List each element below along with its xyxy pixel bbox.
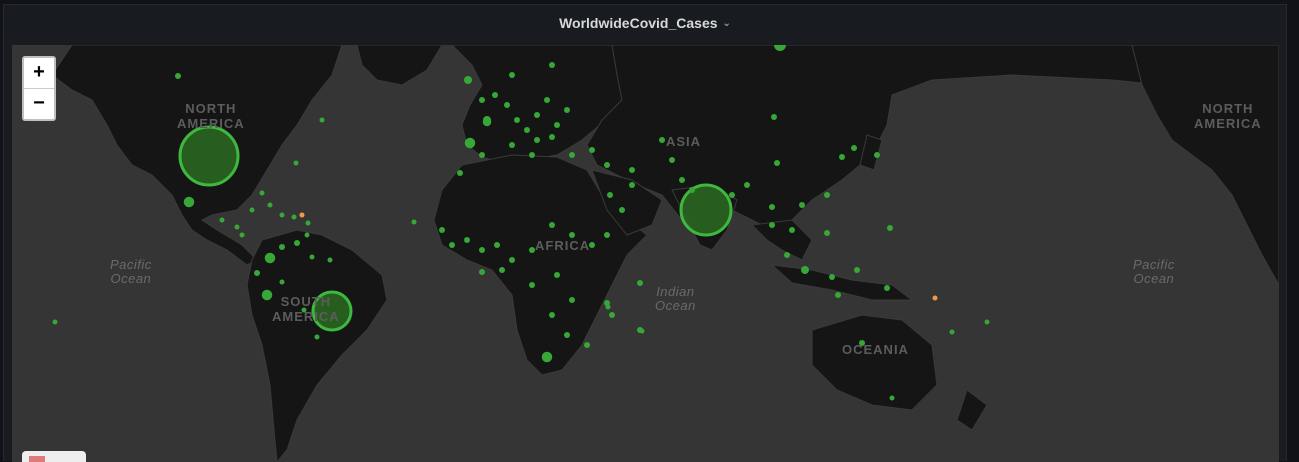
legend-swatch [29,456,45,462]
world-map-canvas [51,45,1279,462]
land-indonesia [770,264,914,301]
label-indian-ocean: Indian Ocean [655,284,696,313]
land-australia [811,314,938,411]
label-pacific-left: Pacific Ocean [110,257,152,286]
zoom-in-button[interactable]: + [24,58,54,88]
marker-brazil [311,290,353,332]
markers-small [52,45,990,401]
panel-title: WorldwideCovid_Cases [559,15,718,31]
label-africa: AFRICA [535,238,591,253]
chevron-down-icon: ⌄ [722,17,731,29]
land-new-zealand [956,389,988,431]
world-map[interactable]: NORTH AMERICA NORTH AMERICA SOUTH AMERICA A… [12,45,1279,462]
map-panel: WorldwideCovid_Cases ⌄ [3,4,1287,462]
label-south-america: SOUTH AMERICA [272,294,340,324]
label-north-america-right: NORTH AMERICA [1194,101,1262,131]
land-japan [859,134,883,171]
markers-ring [183,117,553,363]
land-north-america-wrap [1131,45,1279,287]
panel-title-menu[interactable]: WorldwideCovid_Cases ⌄ [559,15,731,31]
land-southeast-asia [750,219,813,261]
label-pacific-right: Pacific Ocean [1133,257,1175,286]
land-greenland [356,45,443,86]
panel-header: WorldwideCovid_Cases ⌄ [4,5,1286,41]
land-africa [433,154,648,376]
legend-toggle[interactable] [22,451,86,462]
markers-alert [299,212,938,301]
marker-india [679,183,733,237]
marker-usa [178,125,240,187]
land-arabia [591,169,663,236]
zoom-control: + − [22,56,56,121]
label-north-america-left: NORTH AMERICA [177,101,245,131]
markers-large [178,125,733,332]
label-oceania: OCEANIA [842,342,909,357]
zoom-out-button[interactable]: − [24,88,54,119]
land-south-america [246,229,388,462]
label-asia: ASIA [666,134,702,149]
